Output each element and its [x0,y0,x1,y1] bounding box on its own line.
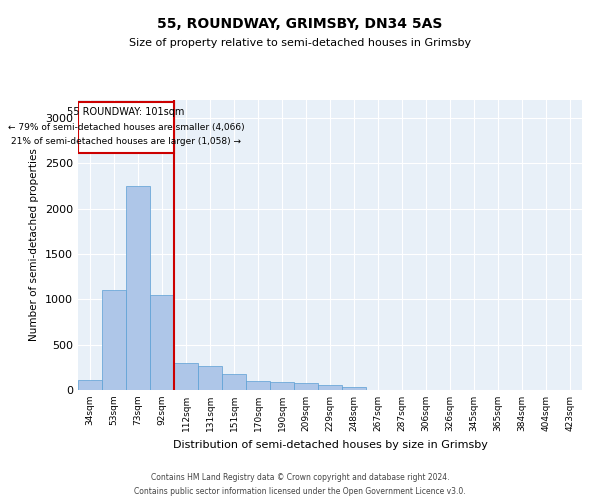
Bar [78,102,174,152]
Bar [318,386,342,390]
Text: Contains HM Land Registry data © Crown copyright and database right 2024.: Contains HM Land Registry data © Crown c… [151,473,449,482]
Text: Contains public sector information licensed under the Open Government Licence v3: Contains public sector information licen… [134,486,466,496]
Bar [174,363,198,390]
Bar [126,186,150,390]
Y-axis label: Number of semi-detached properties: Number of semi-detached properties [29,148,40,342]
Bar [270,382,294,390]
Bar [78,380,102,390]
Bar [222,374,246,390]
Text: 55 ROUNDWAY: 101sqm: 55 ROUNDWAY: 101sqm [67,107,185,117]
Text: 21% of semi-detached houses are larger (1,058) →: 21% of semi-detached houses are larger (… [11,137,241,146]
Text: Size of property relative to semi-detached houses in Grimsby: Size of property relative to semi-detach… [129,38,471,48]
Text: 55, ROUNDWAY, GRIMSBY, DN34 5AS: 55, ROUNDWAY, GRIMSBY, DN34 5AS [157,18,443,32]
Bar [198,366,222,390]
Text: ← 79% of semi-detached houses are smaller (4,066): ← 79% of semi-detached houses are smalle… [8,122,244,132]
Bar [342,388,366,390]
Bar [102,290,126,390]
Bar [246,381,270,390]
Bar [150,295,174,390]
Bar [294,383,318,390]
X-axis label: Distribution of semi-detached houses by size in Grimsby: Distribution of semi-detached houses by … [173,440,487,450]
